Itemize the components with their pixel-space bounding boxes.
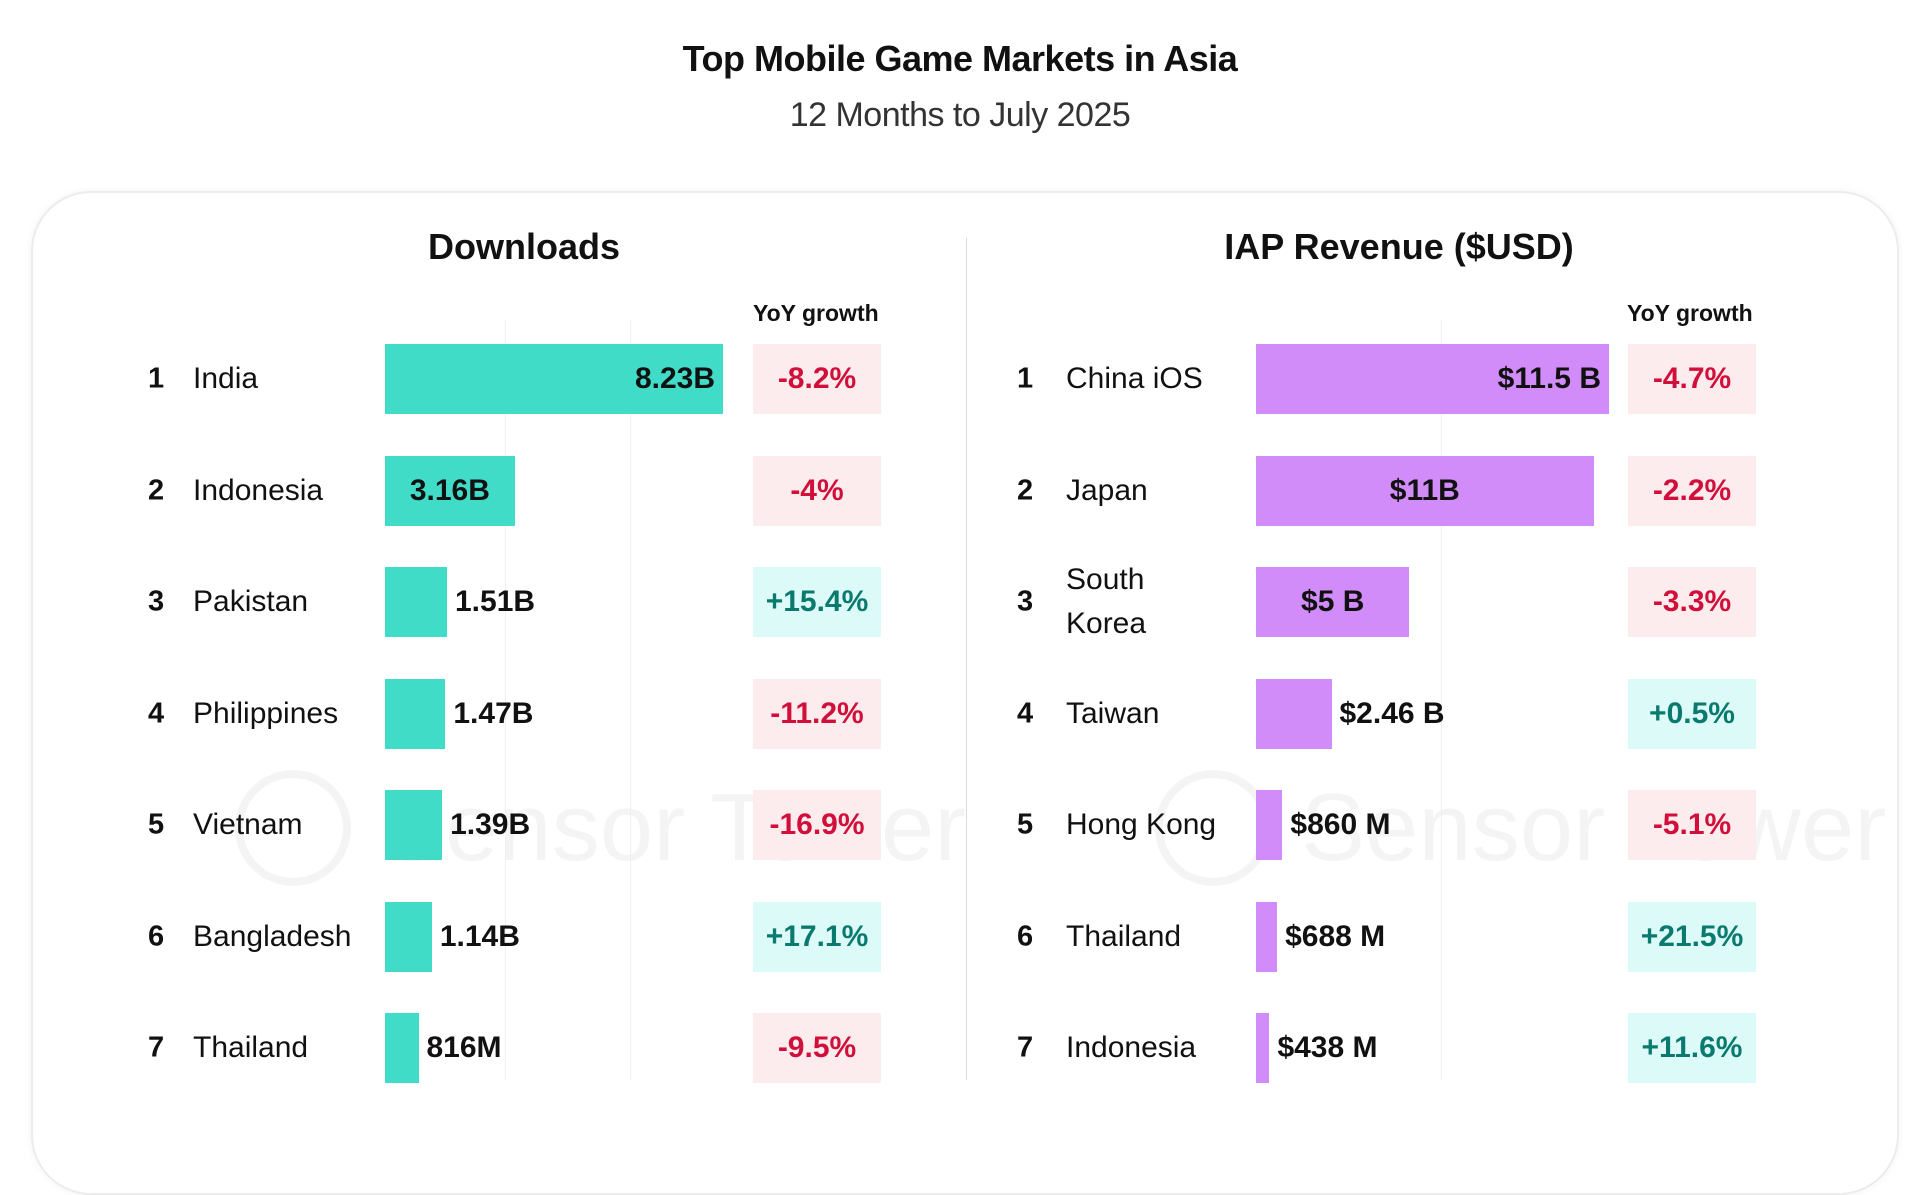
gridline: [630, 320, 631, 1080]
revenue-yoy-badge: +11.6%: [1628, 1013, 1756, 1083]
revenue-bar: [1256, 901, 1278, 972]
revenue-bar: [1256, 790, 1283, 860]
revenue-rank: 7: [1017, 1031, 1034, 1064]
downloads-rank: 1: [148, 362, 165, 395]
revenue-value-label: $5 B: [1301, 585, 1365, 618]
revenue-bar: [1256, 678, 1332, 749]
revenue-yoy-badge: -5.1%: [1628, 790, 1756, 860]
downloads-rank: 7: [148, 1031, 165, 1064]
revenue-bar: [1256, 455, 1594, 526]
downloads-value-label: 1.39B: [450, 808, 531, 841]
revenue-rank: 6: [1017, 920, 1034, 952]
revenue-country-label: Hong Kong: [1066, 808, 1217, 841]
chart-title: Top Mobile Game Markets in Asia: [682, 38, 1238, 79]
downloads-value-label: 1.51B: [455, 585, 536, 618]
downloads-title: Downloads: [427, 226, 620, 267]
downloads-yoy-badge: -9.5%: [753, 1013, 881, 1083]
downloads-country-label: Philippines: [193, 696, 339, 730]
revenue-rank: 3: [1017, 585, 1034, 618]
downloads-value-label: 1.47B: [453, 696, 534, 730]
revenue-country-label: Thailand: [1066, 919, 1182, 953]
revenue-yoy-badge: -3.3%: [1628, 567, 1756, 637]
downloads-rank: 2: [148, 474, 165, 506]
revenue-rank: 5: [1017, 808, 1034, 841]
revenue-yoy-badge: -2.2%: [1628, 455, 1756, 526]
revenue-country-label: Indonesia: [1066, 1031, 1197, 1064]
revenue-rank: 2: [1017, 474, 1034, 506]
downloads-bar: [385, 678, 446, 749]
downloads-yoy-badge: -16.9%: [753, 790, 881, 860]
downloads-country-label: India: [193, 362, 259, 395]
gridline: [505, 320, 506, 1080]
revenue-value-label: $11.5 B: [1497, 362, 1601, 395]
downloads-country-label: Thailand: [193, 1031, 309, 1064]
downloads-yoy-badge: -11.2%: [753, 678, 881, 749]
revenue-yoy-badge: +0.5%: [1628, 678, 1756, 749]
downloads-bar: [385, 567, 447, 637]
revenue-bar: [1256, 344, 1609, 414]
downloads-yoy-badge: +17.1%: [753, 901, 881, 972]
chart-subtitle: 12 Months to July 2025: [789, 96, 1131, 134]
downloads-yoy-badge: -4%: [753, 455, 881, 526]
downloads-rank: 3: [148, 585, 165, 618]
downloads-bar: [385, 344, 723, 414]
gridline: [1441, 320, 1442, 1080]
downloads-yoy-header: YoY growth: [753, 300, 879, 326]
revenue-value-label: $11B: [1389, 473, 1460, 507]
revenue-rank: 1: [1017, 362, 1034, 395]
revenue-country-label: South Korea: [1066, 563, 1147, 640]
revenue-value-label: $688 M: [1285, 919, 1386, 953]
downloads-value-label: 816M: [426, 1031, 502, 1064]
downloads-bar: [385, 1013, 419, 1083]
revenue-value-label: $860 M: [1290, 808, 1391, 841]
downloads-bar: [385, 790, 443, 860]
downloads-country-label: Vietnam: [193, 808, 303, 841]
downloads-rank: 5: [148, 808, 165, 841]
downloads-value-label: 1.14B: [439, 919, 520, 953]
revenue-value-label: $438 M: [1277, 1031, 1378, 1064]
downloads-yoy-badge: -8.2%: [753, 344, 881, 414]
downloads-country-label: Bangladesh: [193, 919, 352, 953]
watermark-logo: Sensor Tower: [1155, 770, 1886, 886]
downloads-rank: 4: [148, 697, 165, 729]
downloads-bar: [385, 901, 432, 972]
revenue-title: IAP Revenue ($USD): [1224, 226, 1574, 267]
panel-divider: [966, 238, 967, 1080]
revenue-yoy-badge: -4.7%: [1628, 344, 1756, 414]
revenue-yoy-badge: +21.5%: [1628, 901, 1756, 972]
revenue-country-label: China iOS: [1066, 362, 1203, 395]
revenue-country-label: Taiwan: [1066, 696, 1160, 730]
downloads-bar: [385, 455, 515, 526]
revenue-bar: [1256, 567, 1410, 637]
revenue-value-label: $2.46 B: [1339, 696, 1445, 730]
downloads-country-label: Pakistan: [193, 585, 309, 618]
downloads-value-label: 3.16B: [409, 473, 490, 507]
downloads-yoy-badge: +15.4%: [753, 567, 881, 637]
downloads-value-label: 8.23B: [634, 362, 715, 395]
revenue-country-label: Japan: [1066, 473, 1148, 507]
revenue-rank: 4: [1017, 697, 1034, 729]
downloads-country-label: Indonesia: [193, 473, 324, 507]
revenue-yoy-header: YoY growth: [1627, 300, 1753, 326]
downloads-rank: 6: [148, 920, 165, 952]
revenue-bar: [1256, 1013, 1270, 1083]
